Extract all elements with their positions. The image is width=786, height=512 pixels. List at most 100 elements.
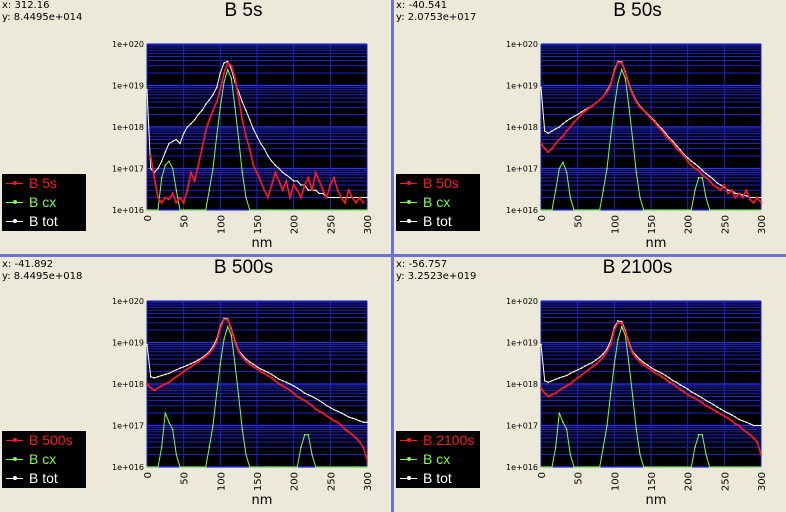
data-point (705, 453, 707, 456)
data-point (222, 318, 226, 321)
data-point (723, 209, 726, 211)
data-point (672, 379, 674, 382)
data-point (561, 135, 565, 138)
data-point (694, 162, 696, 165)
data-point (646, 364, 649, 366)
y-tick-label: 1e+019 (506, 339, 538, 348)
x-tick-label: 0 (537, 472, 548, 478)
data-point (587, 466, 590, 468)
data-point (208, 189, 211, 191)
data-point (694, 189, 696, 191)
data-point (639, 358, 641, 361)
data-point (598, 98, 601, 101)
data-point (613, 328, 616, 332)
x-tick-label: 150 (647, 215, 658, 234)
data-point (594, 101, 598, 105)
chart-svg[interactable]: 1e+016 1e+017 1e+018 1e+019 1e+020 0 50 100 150 2… (394, 257, 785, 511)
x-tick-label: 300 (363, 215, 374, 234)
data-point (333, 196, 335, 199)
data-point (705, 172, 707, 175)
data-point (303, 209, 306, 211)
data-point (241, 118, 244, 121)
data-point (285, 179, 288, 183)
data-point (208, 99, 211, 101)
data-point (624, 77, 627, 79)
data-point (760, 424, 762, 427)
data-point (333, 408, 335, 411)
data-point (340, 412, 343, 414)
data-point (584, 365, 586, 367)
x-axis-label: nm (646, 236, 667, 251)
data-point (281, 171, 284, 174)
data-point (591, 365, 594, 368)
data-point (344, 466, 346, 468)
data-point (182, 209, 185, 211)
data-point (230, 328, 233, 332)
data-point (598, 466, 601, 468)
data-point (657, 125, 660, 129)
data-point (186, 367, 189, 371)
legend-marker (407, 200, 411, 204)
data-point (675, 209, 678, 211)
data-point (558, 389, 561, 392)
data-point (576, 209, 579, 211)
data-point (749, 209, 751, 211)
data-point (300, 184, 302, 186)
data-point (745, 209, 748, 211)
data-point (149, 466, 152, 468)
data-point (550, 393, 554, 396)
chart-title: B 5s (224, 0, 263, 21)
legend-label: B cx (423, 194, 451, 210)
data-point (697, 399, 700, 402)
data-point (314, 466, 317, 468)
data-point (672, 466, 674, 468)
data-point (182, 365, 185, 368)
horizontal-divider[interactable] (0, 254, 786, 257)
data-point (694, 446, 696, 448)
data-point (704, 176, 708, 179)
chart-svg[interactable]: 1e+016 1e+017 1e+018 1e+019 1e+020 0 50 100 150 2… (0, 257, 391, 511)
data-point (576, 368, 579, 371)
data-point (201, 109, 203, 112)
data-point (296, 395, 299, 398)
data-point (310, 404, 314, 407)
data-point (168, 160, 170, 162)
data-point (358, 209, 361, 211)
data-point (149, 167, 152, 170)
data-point (230, 77, 233, 79)
data-point (650, 466, 652, 468)
data-point (734, 209, 737, 211)
data-point (573, 209, 575, 211)
data-point (288, 389, 292, 392)
data-point (362, 201, 365, 204)
data-point (741, 209, 744, 211)
legend-label: B 500s (29, 432, 73, 448)
data-point (314, 189, 317, 191)
data-point (252, 466, 255, 468)
data-point (244, 360, 248, 363)
data-point (752, 436, 755, 440)
data-point (587, 363, 590, 365)
data-point (160, 446, 163, 448)
data-point (705, 196, 707, 199)
data-point (171, 192, 174, 195)
data-point (547, 209, 550, 211)
x-axis-label: nm (252, 493, 273, 508)
chart-svg[interactable]: 1e+016 1e+017 1e+018 1e+019 1e+020 0 50 100 150 2… (0, 0, 391, 254)
data-point (197, 113, 200, 116)
data-point (252, 164, 255, 167)
data-point (366, 466, 368, 468)
data-point (712, 408, 715, 411)
data-point (602, 95, 605, 98)
data-point (146, 88, 148, 91)
data-point (752, 201, 755, 204)
cursor-x-readout: x: 312.16 (2, 0, 50, 11)
data-point (657, 370, 660, 373)
data-point (310, 189, 314, 192)
data-point (358, 419, 361, 422)
chart-svg[interactable]: 1e+016 1e+017 1e+018 1e+019 1e+020 0 50 100 150 2… (394, 0, 785, 254)
data-point (716, 209, 718, 211)
data-point (756, 466, 759, 468)
x-tick-label: 250 (326, 472, 337, 491)
data-point (311, 395, 313, 398)
